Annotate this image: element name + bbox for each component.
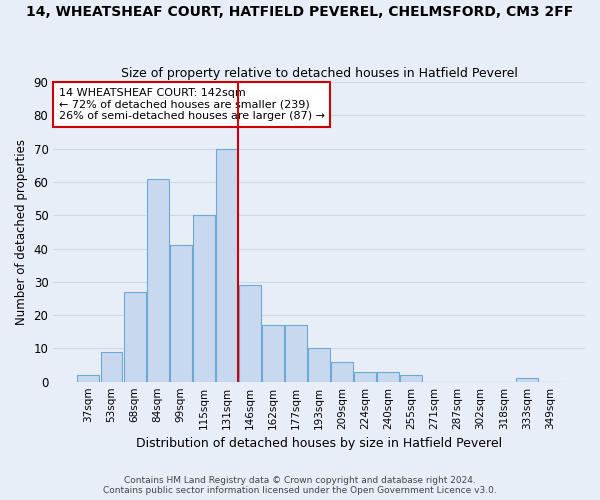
Text: 14 WHEATSHEAF COURT: 142sqm
← 72% of detached houses are smaller (239)
26% of se: 14 WHEATSHEAF COURT: 142sqm ← 72% of det… [59, 88, 325, 121]
Bar [216, 148, 238, 382]
Bar [308, 348, 330, 382]
Bar [146, 178, 169, 382]
Bar [170, 245, 191, 382]
Text: 14, WHEATSHEAF COURT, HATFIELD PEVEREL, CHELMSFORD, CM3 2FF: 14, WHEATSHEAF COURT, HATFIELD PEVEREL, … [26, 5, 574, 19]
Bar [101, 352, 122, 382]
Bar [193, 215, 215, 382]
Text: Contains HM Land Registry data © Crown copyright and database right 2024.
Contai: Contains HM Land Registry data © Crown c… [103, 476, 497, 495]
Bar [331, 362, 353, 382]
Bar [516, 378, 538, 382]
Bar [124, 292, 146, 382]
Bar [377, 372, 400, 382]
X-axis label: Distribution of detached houses by size in Hatfield Peverel: Distribution of detached houses by size … [136, 437, 502, 450]
Y-axis label: Number of detached properties: Number of detached properties [15, 139, 28, 325]
Title: Size of property relative to detached houses in Hatfield Peverel: Size of property relative to detached ho… [121, 66, 518, 80]
Bar [400, 375, 422, 382]
Bar [262, 325, 284, 382]
Bar [239, 285, 261, 382]
Bar [285, 325, 307, 382]
Bar [77, 375, 100, 382]
Bar [355, 372, 376, 382]
